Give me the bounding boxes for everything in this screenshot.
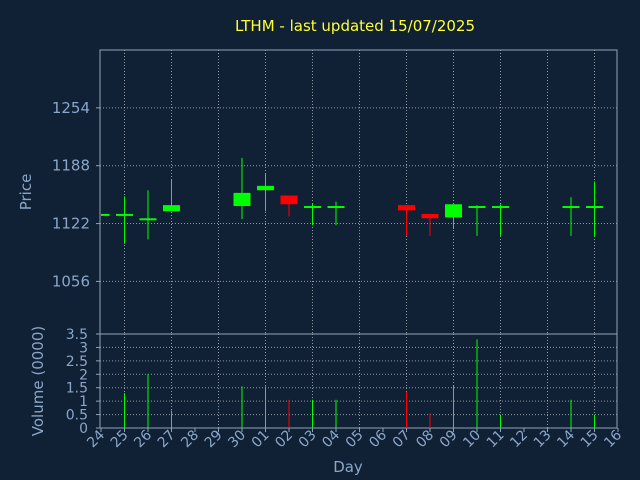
volume-panel: 00.511.522.533.524 25 26 27 28 29 30 01 02 03 04 05…: [66, 327, 625, 451]
volume-tick-label: 2.5: [66, 354, 88, 370]
candle-body: [586, 206, 603, 209]
candle-02: [280, 195, 298, 217]
day-tick-label: 04: [319, 427, 343, 451]
price-tick-label: 1056: [52, 272, 90, 290]
day-tick-label: 10: [460, 427, 484, 451]
candle-body: [139, 218, 157, 221]
volume-tick-label: 1: [79, 394, 88, 410]
day-tick-label: 08: [413, 427, 437, 451]
day-tick-label: 02: [272, 427, 296, 451]
day-tick-label: 01: [249, 427, 273, 451]
candle-04: [327, 201, 345, 226]
candle-body: [257, 185, 274, 191]
volume-tick-label: 3.5: [66, 327, 88, 343]
candle-07: [398, 205, 415, 236]
price-tick-label: 1188: [52, 157, 90, 175]
volume-tick-label: 0.5: [66, 408, 88, 424]
candle-body: [163, 205, 180, 212]
price-axis-label: Price: [17, 174, 35, 211]
candle-body: [562, 206, 580, 209]
price-plot-frame: [99, 49, 618, 335]
day-tick-label: 06: [366, 427, 390, 451]
price-tick-label: 1122: [52, 215, 90, 233]
day-tick-label: 13: [531, 427, 555, 451]
candle-09: [445, 204, 462, 229]
volume-tick-label: 2: [79, 367, 88, 383]
candle-11: [492, 204, 509, 236]
day-tick-label: 05: [343, 427, 367, 451]
day-tick-label: 07: [390, 427, 414, 451]
candle-body: [398, 205, 415, 211]
price-panel: 1056 1122 1188 1254: [52, 49, 618, 335]
day-tick-label: 14: [554, 427, 578, 451]
x-axis-label: Day: [333, 458, 363, 476]
day-tick-label: 11: [484, 427, 508, 451]
candle-body: [492, 206, 509, 209]
candle-15: [586, 181, 603, 237]
day-tick-label: 30: [225, 427, 249, 451]
candle-26: [139, 190, 157, 240]
candle-body: [468, 206, 486, 209]
candle-08: [421, 213, 439, 236]
candle-30: [233, 157, 251, 220]
day-tick-label: 12: [507, 427, 531, 451]
day-tick-label: 15: [578, 427, 602, 451]
candle-body: [280, 195, 298, 205]
candle-body: [101, 213, 110, 216]
candle-03: [304, 203, 321, 226]
day-tick-label: 29: [202, 427, 226, 451]
candle-14: [562, 197, 580, 236]
candle-25: [116, 196, 133, 244]
candle-body: [421, 213, 439, 219]
candle-27: [163, 179, 180, 212]
volume-tick-label: 3: [79, 340, 88, 356]
candle-body: [304, 206, 321, 209]
candle-body: [233, 192, 251, 207]
day-tick-label: 03: [296, 427, 320, 451]
day-tick-label: 09: [437, 427, 461, 451]
day-tick-label: 25: [108, 427, 132, 451]
candle-body: [327, 206, 345, 209]
chart-title: LTHM - last updated 15/07/2025: [235, 17, 475, 35]
candle-body: [116, 213, 133, 216]
day-tick-label: 16: [601, 427, 625, 451]
volume-plot-frame: [99, 333, 618, 429]
day-tick-label: 28: [178, 427, 202, 451]
candle-body: [445, 204, 462, 218]
day-tick-label: 27: [155, 427, 179, 451]
price-tick-label: 1254: [52, 99, 90, 117]
volume-tick-label: 1.5: [66, 381, 88, 397]
candle-01: [257, 173, 274, 212]
volume-axis-label: Volume (0000): [29, 326, 47, 436]
candle-10: [468, 205, 486, 236]
volume-tick-label: 0: [79, 421, 88, 437]
candle-24: [101, 213, 110, 216]
day-tick-label: 26: [131, 427, 155, 451]
